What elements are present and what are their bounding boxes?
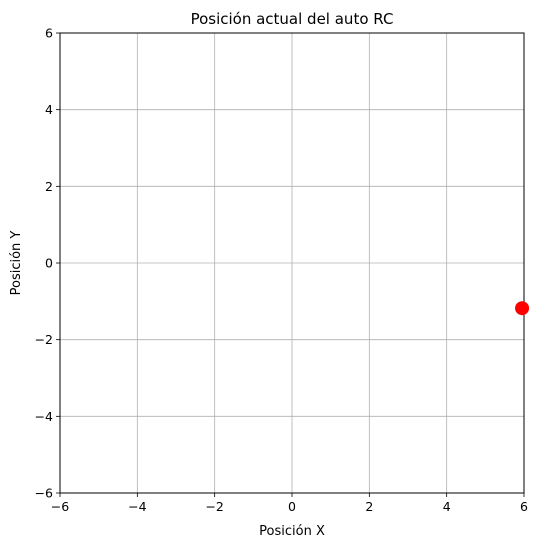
x-axis: −6 −4 −2 0 2 4 6 bbox=[51, 493, 528, 514]
chart-title: Posición actual del auto RC bbox=[191, 10, 394, 28]
y-tick-label: −6 bbox=[35, 486, 53, 501]
x-tick-label: −2 bbox=[205, 499, 223, 514]
x-tick-label: 4 bbox=[443, 499, 451, 514]
y-tick-label: 0 bbox=[45, 256, 53, 271]
rc-car-position-point bbox=[515, 301, 530, 316]
x-tick-label: 6 bbox=[520, 499, 528, 514]
y-tick-label: 4 bbox=[45, 102, 53, 117]
y-tick-label: −4 bbox=[35, 409, 53, 424]
x-tick-label: 2 bbox=[365, 499, 373, 514]
data-points bbox=[515, 301, 530, 316]
y-axis-label: Posición Y bbox=[9, 231, 24, 296]
y-axis: −6 −4 −2 0 2 4 6 bbox=[35, 26, 60, 501]
y-tick-label: 2 bbox=[45, 179, 53, 194]
grid-lines bbox=[59, 32, 525, 494]
x-axis-label: Posición X bbox=[259, 524, 325, 539]
y-tick-label: −2 bbox=[35, 332, 53, 347]
y-tick-label: 6 bbox=[45, 26, 53, 41]
x-tick-label: −6 bbox=[51, 499, 69, 514]
x-tick-label: 0 bbox=[288, 499, 296, 514]
x-tick-label: −4 bbox=[128, 499, 146, 514]
